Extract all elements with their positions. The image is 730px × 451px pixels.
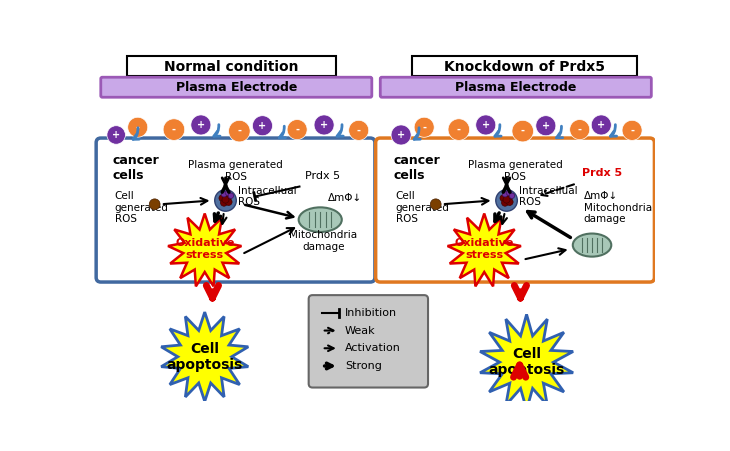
FancyBboxPatch shape [380, 77, 651, 97]
Ellipse shape [573, 234, 611, 257]
Polygon shape [168, 213, 242, 286]
Text: cancer
cells: cancer cells [393, 154, 440, 182]
Text: Oxidative
stress: Oxidative stress [455, 238, 514, 260]
Text: -: - [520, 126, 525, 136]
Circle shape [107, 126, 126, 144]
Circle shape [503, 196, 510, 203]
Circle shape [128, 117, 147, 137]
Circle shape [414, 117, 434, 137]
FancyBboxPatch shape [96, 138, 375, 282]
Text: Oxidative
stress: Oxidative stress [175, 238, 234, 260]
Circle shape [215, 189, 237, 211]
Text: Inhibition: Inhibition [345, 308, 397, 318]
Text: Cell
apoptosis: Cell apoptosis [488, 347, 565, 377]
Circle shape [505, 194, 512, 201]
Text: Strong: Strong [345, 361, 382, 371]
Circle shape [506, 190, 512, 195]
Circle shape [222, 196, 229, 203]
Circle shape [512, 120, 534, 142]
Circle shape [591, 115, 611, 135]
Circle shape [569, 120, 590, 140]
Circle shape [314, 115, 334, 135]
Text: Prdx 5: Prdx 5 [582, 169, 622, 179]
FancyBboxPatch shape [101, 77, 372, 97]
Text: cancer
cells: cancer cells [112, 154, 159, 182]
Text: Prdx 5: Prdx 5 [305, 171, 340, 181]
Circle shape [228, 193, 234, 198]
Text: Plasma Electrode: Plasma Electrode [455, 81, 577, 94]
Text: Plasma Electrode: Plasma Electrode [176, 81, 297, 94]
Text: -: - [357, 125, 361, 135]
Circle shape [496, 189, 518, 211]
Circle shape [220, 199, 228, 206]
Text: Intracellual
ROS: Intracellual ROS [238, 186, 296, 207]
FancyBboxPatch shape [309, 295, 428, 387]
Text: -: - [630, 125, 634, 135]
Polygon shape [447, 213, 521, 286]
Text: ΔmΦ↓
Mitochondria
damage: ΔmΦ↓ Mitochondria damage [583, 191, 652, 225]
Text: +: + [112, 130, 120, 140]
Circle shape [163, 119, 185, 140]
Text: Plasma generated
ROS: Plasma generated ROS [188, 161, 283, 182]
Text: Activation: Activation [345, 343, 401, 353]
Circle shape [225, 190, 231, 195]
Text: Cell
generated
ROS: Cell generated ROS [396, 191, 450, 225]
Circle shape [391, 125, 411, 145]
Text: +: + [320, 120, 328, 130]
Text: -: - [136, 122, 139, 132]
Text: -: - [172, 124, 176, 134]
Text: Intracellual
ROS: Intracellual ROS [519, 186, 577, 207]
Circle shape [448, 119, 469, 140]
Circle shape [510, 193, 515, 198]
Circle shape [502, 192, 508, 197]
Text: +: + [197, 120, 205, 130]
Circle shape [228, 120, 250, 142]
Text: Cell
generated
ROS: Cell generated ROS [115, 191, 169, 225]
Text: +: + [542, 121, 550, 131]
Text: -: - [295, 124, 299, 134]
Text: Plasma generated
ROS: Plasma generated ROS [468, 161, 562, 182]
Text: Normal condition: Normal condition [164, 60, 299, 74]
Text: -: - [237, 126, 242, 136]
Circle shape [191, 115, 211, 135]
Text: -: - [422, 122, 426, 132]
Circle shape [287, 120, 307, 140]
Circle shape [476, 115, 496, 135]
Text: -: - [457, 124, 461, 134]
Circle shape [506, 198, 513, 205]
Text: +: + [258, 121, 266, 131]
FancyBboxPatch shape [412, 56, 637, 77]
Circle shape [253, 116, 272, 136]
Circle shape [219, 195, 226, 202]
Circle shape [225, 198, 232, 205]
Text: Weak: Weak [345, 326, 375, 336]
Text: Cell
apoptosis: Cell apoptosis [166, 341, 243, 372]
Text: +: + [482, 120, 490, 130]
Circle shape [622, 120, 642, 140]
Circle shape [150, 199, 160, 210]
Text: Mitochondria
damage: Mitochondria damage [289, 230, 358, 252]
Circle shape [221, 192, 227, 197]
Text: Knockdown of Prdx5: Knockdown of Prdx5 [444, 60, 604, 74]
Circle shape [431, 199, 441, 210]
Circle shape [536, 116, 556, 136]
Text: +: + [597, 120, 605, 130]
Circle shape [502, 199, 509, 206]
Circle shape [500, 195, 507, 202]
Text: +: + [397, 130, 405, 140]
FancyBboxPatch shape [376, 138, 654, 282]
Ellipse shape [299, 207, 342, 232]
Circle shape [349, 120, 369, 140]
FancyBboxPatch shape [127, 56, 337, 77]
Polygon shape [161, 312, 248, 401]
Text: -: - [577, 124, 582, 134]
Circle shape [224, 194, 231, 201]
Text: ΔmΦ↓: ΔmΦ↓ [328, 193, 362, 203]
Polygon shape [480, 314, 573, 410]
